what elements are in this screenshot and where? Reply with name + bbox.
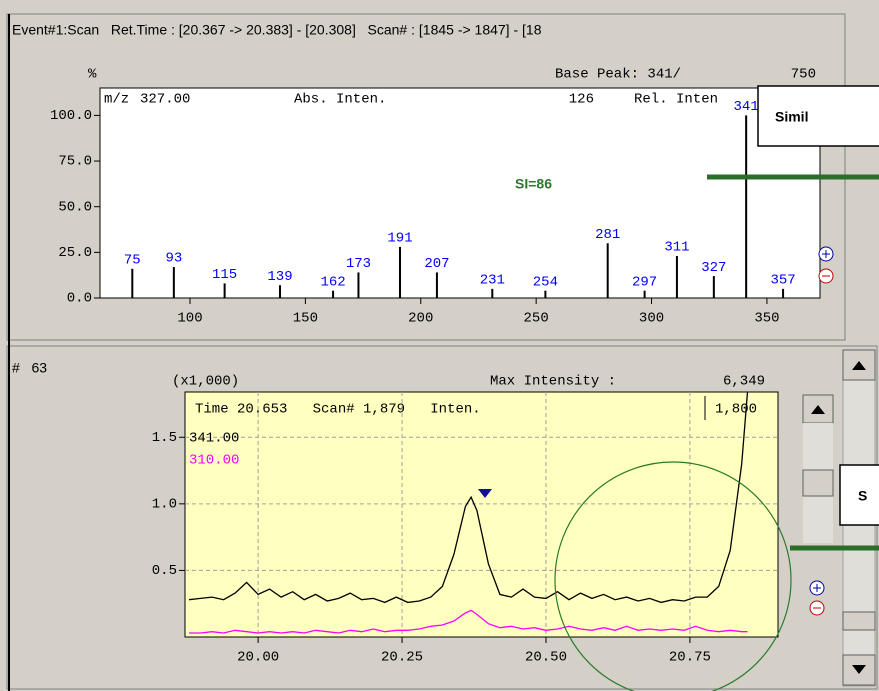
zoom-controls[interactable] (809, 246, 834, 616)
x-tick-label: 100 (177, 311, 202, 327)
si-label: SI=86 (515, 176, 552, 192)
callout-text: S (858, 488, 867, 504)
peak-label: 281 (595, 227, 620, 243)
base-peak-value: 750 (791, 67, 816, 83)
legend-label: 341.00 (189, 431, 239, 447)
legend-label: 310.00 (189, 453, 239, 469)
rel-label: Rel. Inten (634, 92, 718, 108)
max-intensity-label: Max Intensity : (490, 374, 616, 390)
y-tick-label: 75.0 (58, 154, 92, 170)
y-tick-label: 100.0 (50, 108, 92, 124)
plot-frame (99, 87, 821, 299)
max-intensity-value: 6,349 (723, 374, 765, 390)
y-unit: % (88, 67, 97, 83)
series-group (188, 392, 749, 634)
peak-label: 254 (533, 274, 558, 290)
mz-value: 327.00 (140, 92, 190, 108)
x-tick-label: 200 (408, 311, 433, 327)
peak-label: 327 (701, 260, 726, 276)
peak-label: 207 (424, 256, 449, 272)
base-peak-label: Base Peak: 341/ (555, 67, 681, 83)
x-tick-label: 300 (639, 311, 664, 327)
x-tick-label: 20.75 (669, 650, 711, 666)
peak-label: 297 (632, 274, 657, 290)
x-tick-label: 250 (524, 311, 549, 327)
peak-label: 93 (165, 251, 182, 267)
y-tick-label: 1.0 (152, 497, 177, 513)
peak-label: 139 (267, 269, 292, 285)
peak-label: 311 (664, 240, 689, 256)
y-tick-label: 0.5 (152, 563, 177, 579)
y-tick-label: 1.5 (152, 430, 177, 446)
cursor-info: Time 20.653 Scan# 1,879 Inten. (195, 402, 481, 418)
peak-label: 191 (387, 231, 412, 247)
mz-label: m/z (104, 92, 129, 108)
peak-marker (478, 489, 492, 498)
trace (189, 609, 748, 634)
y-tick-label: 25.0 (58, 245, 92, 261)
header-title: Event#1:Scan Ret.Time : [20.367 -> 20.38… (12, 22, 542, 38)
y-tick-label: 50.0 (58, 199, 92, 215)
peak-label: 357 (770, 273, 795, 289)
highlight-circle (554, 461, 792, 691)
peak-label: 75 (124, 252, 141, 268)
y-tick-label: 0.0 (67, 291, 92, 307)
panel-number: # 63 (12, 360, 47, 376)
x-tick-label: 20.50 (525, 650, 567, 666)
peak-label: 231 (480, 273, 505, 289)
charts: 0.0 25.0 50.0 75.0 100.0 100 150 200 250 300 350 75… (50, 99, 796, 666)
x-tick-label: 150 (293, 311, 318, 327)
peak-label: 341 (734, 99, 759, 115)
x-tick-label: 20.25 (381, 650, 423, 666)
trace (188, 392, 749, 604)
plot-frame (184, 391, 779, 638)
cursor-value: 1,800 (715, 402, 757, 418)
x-tick-label: 350 (754, 311, 779, 327)
abs-label: Abs. Inten. (294, 92, 386, 108)
x-tick-label: 20.00 (237, 650, 279, 666)
peak-label: 115 (212, 267, 237, 283)
peak-label: 173 (346, 256, 371, 272)
callout-text: Simil (775, 109, 808, 125)
callout-box (839, 464, 879, 526)
peak-label: 162 (320, 274, 345, 290)
y-scale-label: (x1,000) (172, 374, 239, 390)
abs-value: 126 (569, 92, 594, 108)
callout-box (757, 85, 879, 147)
